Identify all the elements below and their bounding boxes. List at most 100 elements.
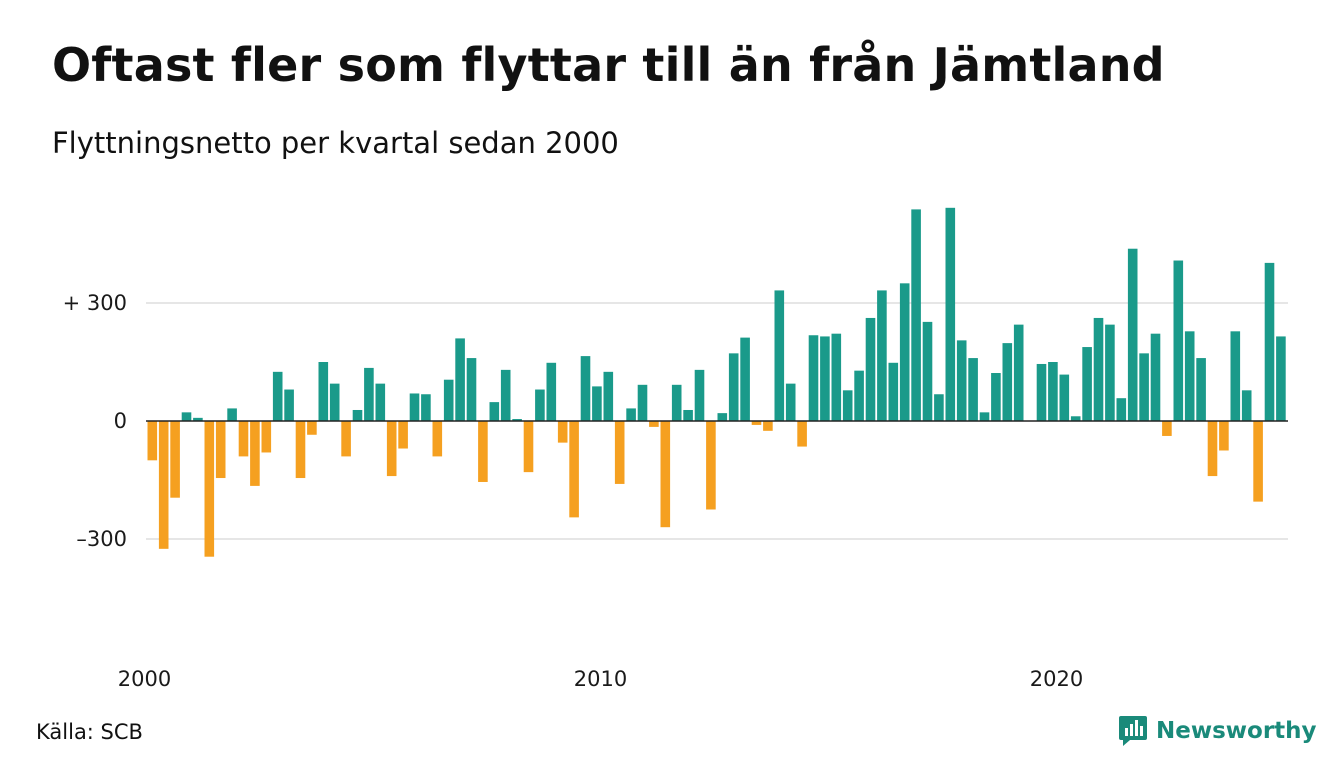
bar [432,421,443,457]
bar [261,421,272,453]
bar [170,421,180,498]
bar [557,421,568,443]
bar [922,321,933,421]
bar [888,362,899,421]
bar [284,389,294,421]
bar [250,421,260,486]
bar [603,371,614,421]
bar [649,421,659,427]
brand-logo: Newsworthy [1118,714,1317,748]
bar [1150,333,1161,421]
bar [1241,390,1252,421]
bar [979,412,990,421]
grid-lines [146,302,1288,540]
bar [227,408,237,421]
bar [808,335,819,421]
bar [706,421,716,510]
bar [785,383,796,421]
bar [934,394,944,421]
bar [455,338,465,421]
bar-chart: + 300 0 –300 2000 2010 2020 [63,207,1288,691]
bar [193,417,203,421]
bar [1002,343,1013,421]
bar [1162,421,1172,436]
bar [295,421,306,479]
bar [763,421,773,431]
bar [1036,363,1047,421]
bar [1276,336,1286,421]
chart-title: Oftast fler som flyttar till än från Jäm… [52,38,1165,92]
y-tick-label: –300 [76,527,127,551]
bar [1219,421,1229,451]
bar [626,408,636,421]
bar [1139,353,1149,421]
source-note: Källa: SCB [36,720,143,744]
bar [329,383,340,421]
bar [991,373,1001,421]
bar [877,290,887,421]
bar [272,371,283,421]
bar [489,402,500,421]
bar [512,419,522,421]
bar [1070,416,1081,421]
bar [443,379,454,421]
bar [842,390,853,421]
bar [546,362,557,421]
bar [409,393,420,421]
brand-name: Newsworthy [1156,718,1317,744]
bar [352,409,363,421]
bar [204,421,215,557]
bar [1059,374,1070,421]
bar [751,421,762,425]
bar [683,409,693,421]
bar [238,421,249,457]
bar [1253,421,1263,502]
bar [968,358,978,421]
x-tick-label: 2020 [1030,667,1083,691]
bar [375,383,386,421]
bar [1207,421,1218,477]
bar [535,389,545,421]
bar [569,421,579,518]
tick-labels: + 300 0 –300 2000 2010 2020 [63,291,1084,691]
bar [899,283,910,421]
bar [478,421,488,482]
bar [797,421,807,447]
bar [865,317,876,421]
bar [614,421,625,484]
bar [1127,248,1138,421]
bar [215,421,226,479]
bar [660,421,671,528]
bar [364,367,374,421]
bar [500,369,511,421]
bar [1048,362,1058,421]
bar [774,290,785,421]
bar [580,356,591,421]
bar [911,209,921,421]
x-tick-label: 2010 [574,667,627,691]
bar [740,337,750,421]
bar [1093,317,1104,421]
bar [1116,398,1127,421]
bar [1173,260,1184,421]
bar [637,384,648,421]
bar [158,421,169,549]
bar [1264,262,1275,421]
bar [1184,331,1195,421]
bar [820,336,830,421]
bar [592,386,602,421]
bar [341,421,351,457]
bar [1013,324,1024,421]
bars [147,207,1286,557]
bar [671,384,682,421]
bar [1105,324,1115,421]
bar [318,362,329,421]
bar [728,353,739,421]
bar [1196,358,1206,421]
bar [466,358,477,421]
y-tick-label: 0 [114,409,127,433]
bar [694,369,705,421]
bar [717,413,728,421]
y-tick-label: + 300 [63,291,127,315]
chart-subtitle: Flyttningsnetto per kvartal sedan 2000 [52,126,619,160]
